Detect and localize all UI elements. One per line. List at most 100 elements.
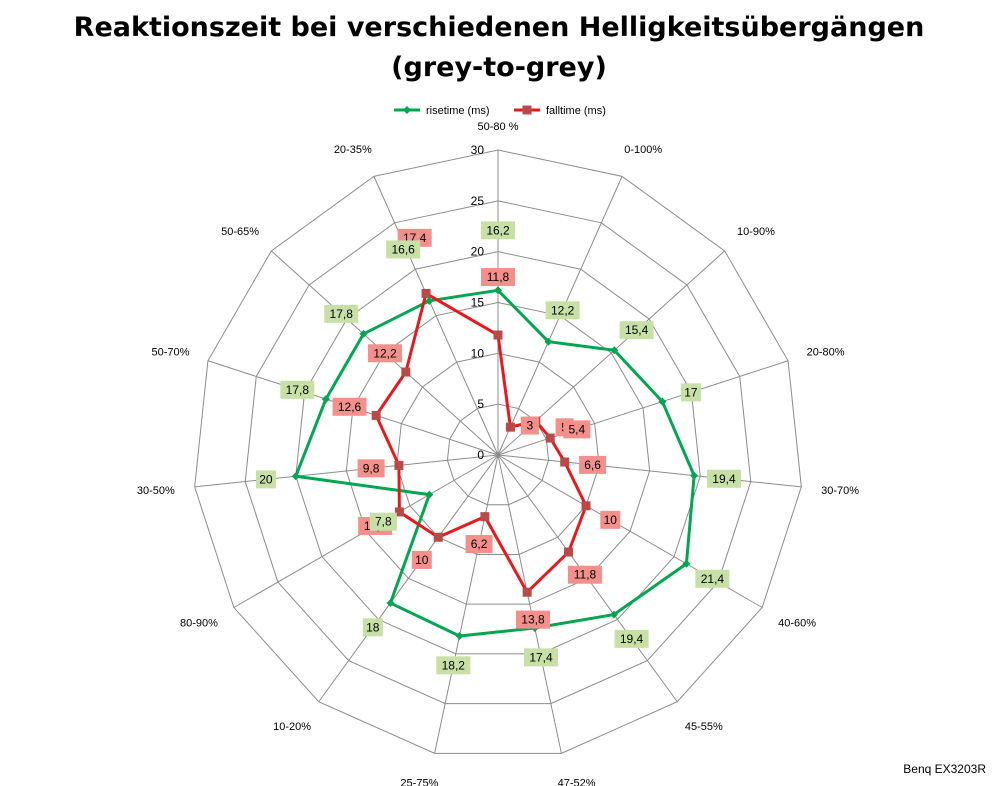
axis-tick-label: 0: [477, 448, 484, 462]
risetime-data-label: 19,4: [712, 472, 736, 486]
risetime-data-label-bg: [524, 648, 559, 667]
category-label: 10-90%: [737, 226, 775, 238]
risetime-data-label-bg: [362, 618, 383, 637]
falltime-point: [394, 507, 404, 517]
risetime-line: [294, 288, 696, 638]
risetime-point: [386, 599, 395, 608]
legend-risetime-label: risetime (ms): [426, 105, 490, 117]
falltime-data-label-bg: [368, 344, 403, 363]
credit-label: Benq EX3203R: [903, 762, 986, 776]
risetime-data-label: 20: [259, 472, 273, 486]
risetime-data-label: 21,4: [701, 572, 725, 586]
falltime-point: [493, 330, 503, 340]
risetime-data-label: 12,2: [551, 303, 575, 317]
grid-ring: [345, 301, 651, 605]
category-label: 50-70%: [151, 346, 189, 358]
risetime-point: [544, 337, 553, 346]
falltime-data-label-bg: [515, 610, 550, 629]
category-label: 45-55%: [685, 721, 723, 733]
falltime-data-label: 3: [526, 419, 533, 433]
axis-tick-label: 20: [471, 245, 485, 259]
axis-spoke: [497, 360, 789, 456]
chart-subtitle: (grey-to-grey): [391, 52, 607, 83]
risetime-data-label: 18,2: [442, 658, 466, 672]
falltime-point: [581, 501, 591, 511]
falltime-data-label: 6,6: [584, 458, 601, 472]
falltime-data-label: 11,8: [574, 568, 597, 582]
risetime-data-label-bg: [706, 469, 741, 488]
category-label: 20-80%: [807, 346, 845, 358]
risetime-data-label: 16,6: [391, 242, 415, 256]
falltime-point: [564, 547, 574, 557]
falltime-data-label: 6,2: [471, 537, 488, 551]
axis-spoke: [497, 454, 802, 488]
risetime-data-label: 16,2: [486, 223, 510, 237]
risetime-point: [455, 631, 464, 640]
axis-tick-label: 30: [471, 143, 485, 157]
falltime-data-label: 9,8: [363, 461, 380, 475]
risetime-point: [359, 329, 368, 338]
risetime-data-label: 7,8: [375, 515, 392, 529]
risetime-data-label-bg: [545, 301, 580, 320]
risetime-data-label-bg: [369, 512, 397, 531]
category-label: 20-35%: [334, 144, 372, 156]
axis-tick-label: 10: [471, 346, 485, 360]
falltime-point: [560, 457, 570, 467]
risetime-point: [658, 397, 667, 406]
falltime-data-label: 10: [415, 553, 429, 567]
risetime-point: [425, 296, 434, 305]
category-label: 47-52%: [558, 778, 596, 786]
risetime-data-label-bg: [680, 383, 701, 402]
category-label: 40-60%: [778, 618, 816, 630]
risetime-data-label: 18: [366, 620, 380, 634]
falltime-point: [401, 367, 411, 377]
risetime-data-label-bg: [436, 656, 471, 675]
legend-falltime-label: falltime (ms): [546, 105, 606, 117]
falltime-data-label-bg: [481, 268, 515, 287]
risetime-data-label: 17,8: [330, 307, 354, 321]
falltime-data-label-bg: [567, 565, 602, 584]
falltime-point: [421, 288, 431, 298]
risetime-point: [690, 471, 699, 480]
axis-spoke: [373, 176, 499, 456]
legend-falltime-marker: [522, 105, 532, 115]
risetime-data-label-bg: [695, 569, 730, 588]
risetime-data-label-bg: [481, 221, 515, 240]
axis-spoke: [318, 454, 499, 703]
risetime-data-label-bg: [280, 380, 315, 399]
axis-tick-label: 25: [471, 194, 485, 208]
falltime-data-label: 5,4: [568, 422, 585, 436]
risetime-data-label: 17,8: [286, 383, 310, 397]
risetime-data-label: 15,4: [625, 323, 649, 337]
category-label: 30-70%: [821, 485, 859, 497]
risetime-data-label-bg: [255, 470, 276, 489]
risetime-point: [291, 472, 300, 481]
risetime-point: [321, 395, 330, 404]
falltime-point: [394, 460, 404, 470]
category-label: 80-90%: [180, 618, 218, 630]
risetime-data-label-bg: [619, 321, 654, 340]
falltime-data-label-bg: [520, 416, 539, 435]
falltime-data-label: 11,8: [487, 270, 510, 284]
falltime-point: [371, 410, 381, 420]
falltime-data-label-bg: [465, 535, 493, 554]
risetime-point: [682, 559, 691, 568]
axis-spoke: [434, 454, 499, 754]
category-label: 25-75%: [400, 778, 438, 786]
falltime-point: [480, 512, 490, 522]
falltime-line: [374, 291, 588, 594]
risetime-data-label: 17,4: [529, 650, 553, 664]
falltime-data-label: 10: [604, 513, 618, 527]
risetime-point: [609, 610, 618, 619]
grid-ring: [194, 149, 802, 754]
axis-tick-label: 15: [471, 296, 485, 310]
category-label: 50-80 %: [478, 121, 519, 133]
grid-ring: [295, 251, 701, 655]
falltime-data-label-bg: [563, 420, 591, 439]
category-label: 30-50%: [137, 485, 175, 497]
chart-title: Reaktionszeit bei verschiedenen Helligke…: [73, 12, 925, 43]
category-label: 10-20%: [273, 721, 311, 733]
falltime-data-label-bg: [411, 550, 432, 569]
risetime-data-label-bg: [324, 304, 359, 323]
